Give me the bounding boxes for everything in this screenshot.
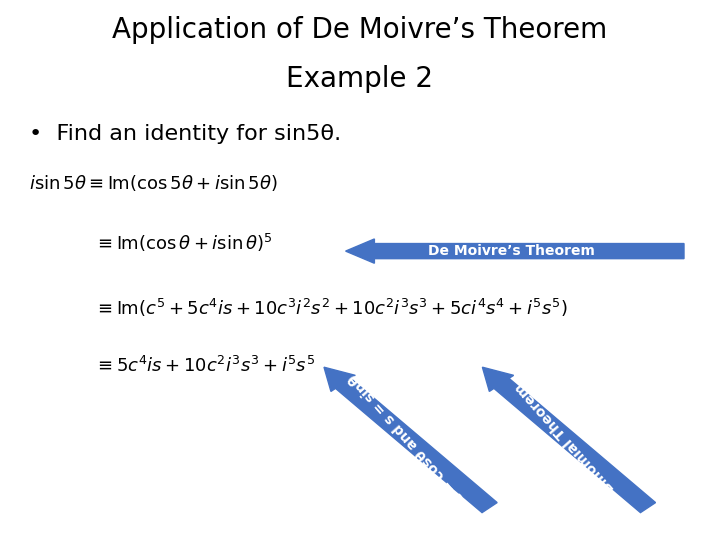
Text: •  Find an identity for sin5θ.: • Find an identity for sin5θ. bbox=[29, 124, 341, 144]
Text: De Moivre’s Theorem: De Moivre’s Theorem bbox=[428, 244, 595, 258]
FancyArrow shape bbox=[346, 239, 684, 263]
FancyArrow shape bbox=[482, 367, 655, 512]
Text: $i\sin 5\theta \equiv \mathrm{Im}\left(\cos 5\theta + i\sin 5\theta\right)$: $i\sin 5\theta \equiv \mathrm{Im}\left(\… bbox=[29, 173, 278, 193]
Text: $\equiv 5c^4is + 10c^2i^3s^3 + i^5s^5$: $\equiv 5c^4is + 10c^2i^3s^3 + i^5s^5$ bbox=[94, 356, 315, 376]
Text: Application of De Moivre’s Theorem: Application of De Moivre’s Theorem bbox=[112, 16, 608, 44]
Text: Binomial Theorem: Binomial Theorem bbox=[513, 380, 618, 495]
Text: Example 2: Example 2 bbox=[287, 65, 433, 93]
Text: $\equiv \mathrm{Im}\left(c^5 + 5c^4is + 10c^3i^2s^2 + 10c^2i^3s^3 + 5ci^4s^4 + i: $\equiv \mathrm{Im}\left(c^5 + 5c^4is + … bbox=[94, 297, 567, 319]
Text: c = cosθ and s = sinθ: c = cosθ and s = sinθ bbox=[346, 370, 467, 504]
Text: $\equiv \mathrm{Im}\left(\cos\theta + i\sin\theta\right)^5$: $\equiv \mathrm{Im}\left(\cos\theta + i\… bbox=[94, 232, 272, 254]
FancyArrow shape bbox=[324, 367, 497, 512]
